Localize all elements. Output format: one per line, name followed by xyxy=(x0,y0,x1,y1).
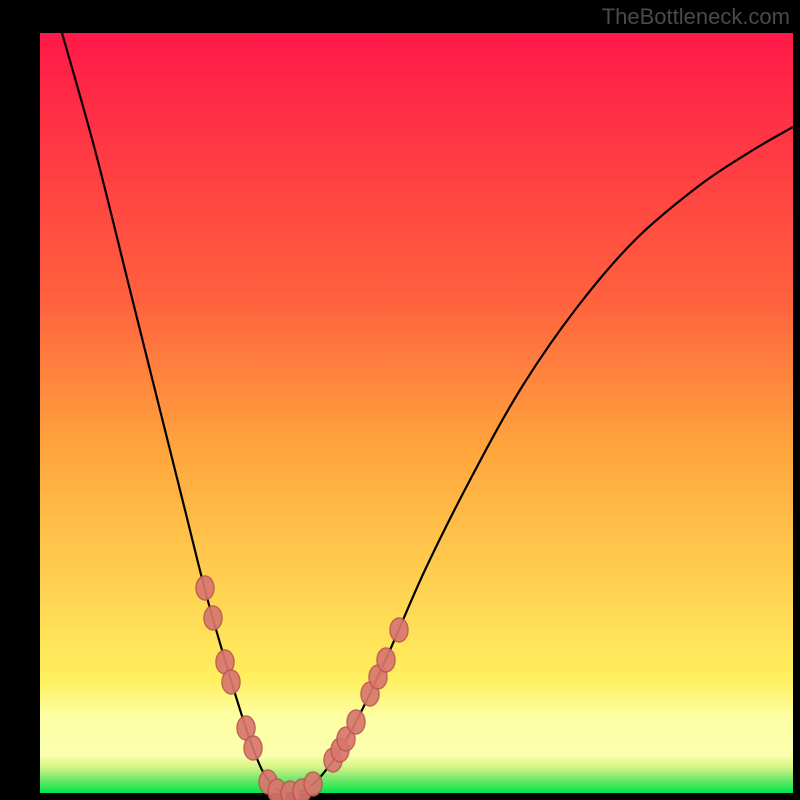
bottleneck-curve xyxy=(62,33,793,793)
data-marker xyxy=(304,772,322,796)
data-marker xyxy=(204,606,222,630)
data-marker xyxy=(347,710,365,734)
plot-area xyxy=(40,33,793,793)
data-marker xyxy=(222,670,240,694)
data-markers-group xyxy=(196,576,408,800)
data-marker xyxy=(377,648,395,672)
data-marker xyxy=(390,618,408,642)
curve-svg xyxy=(40,33,793,793)
data-marker xyxy=(196,576,214,600)
data-marker xyxy=(244,736,262,760)
attribution-text: TheBottleneck.com xyxy=(602,4,790,30)
